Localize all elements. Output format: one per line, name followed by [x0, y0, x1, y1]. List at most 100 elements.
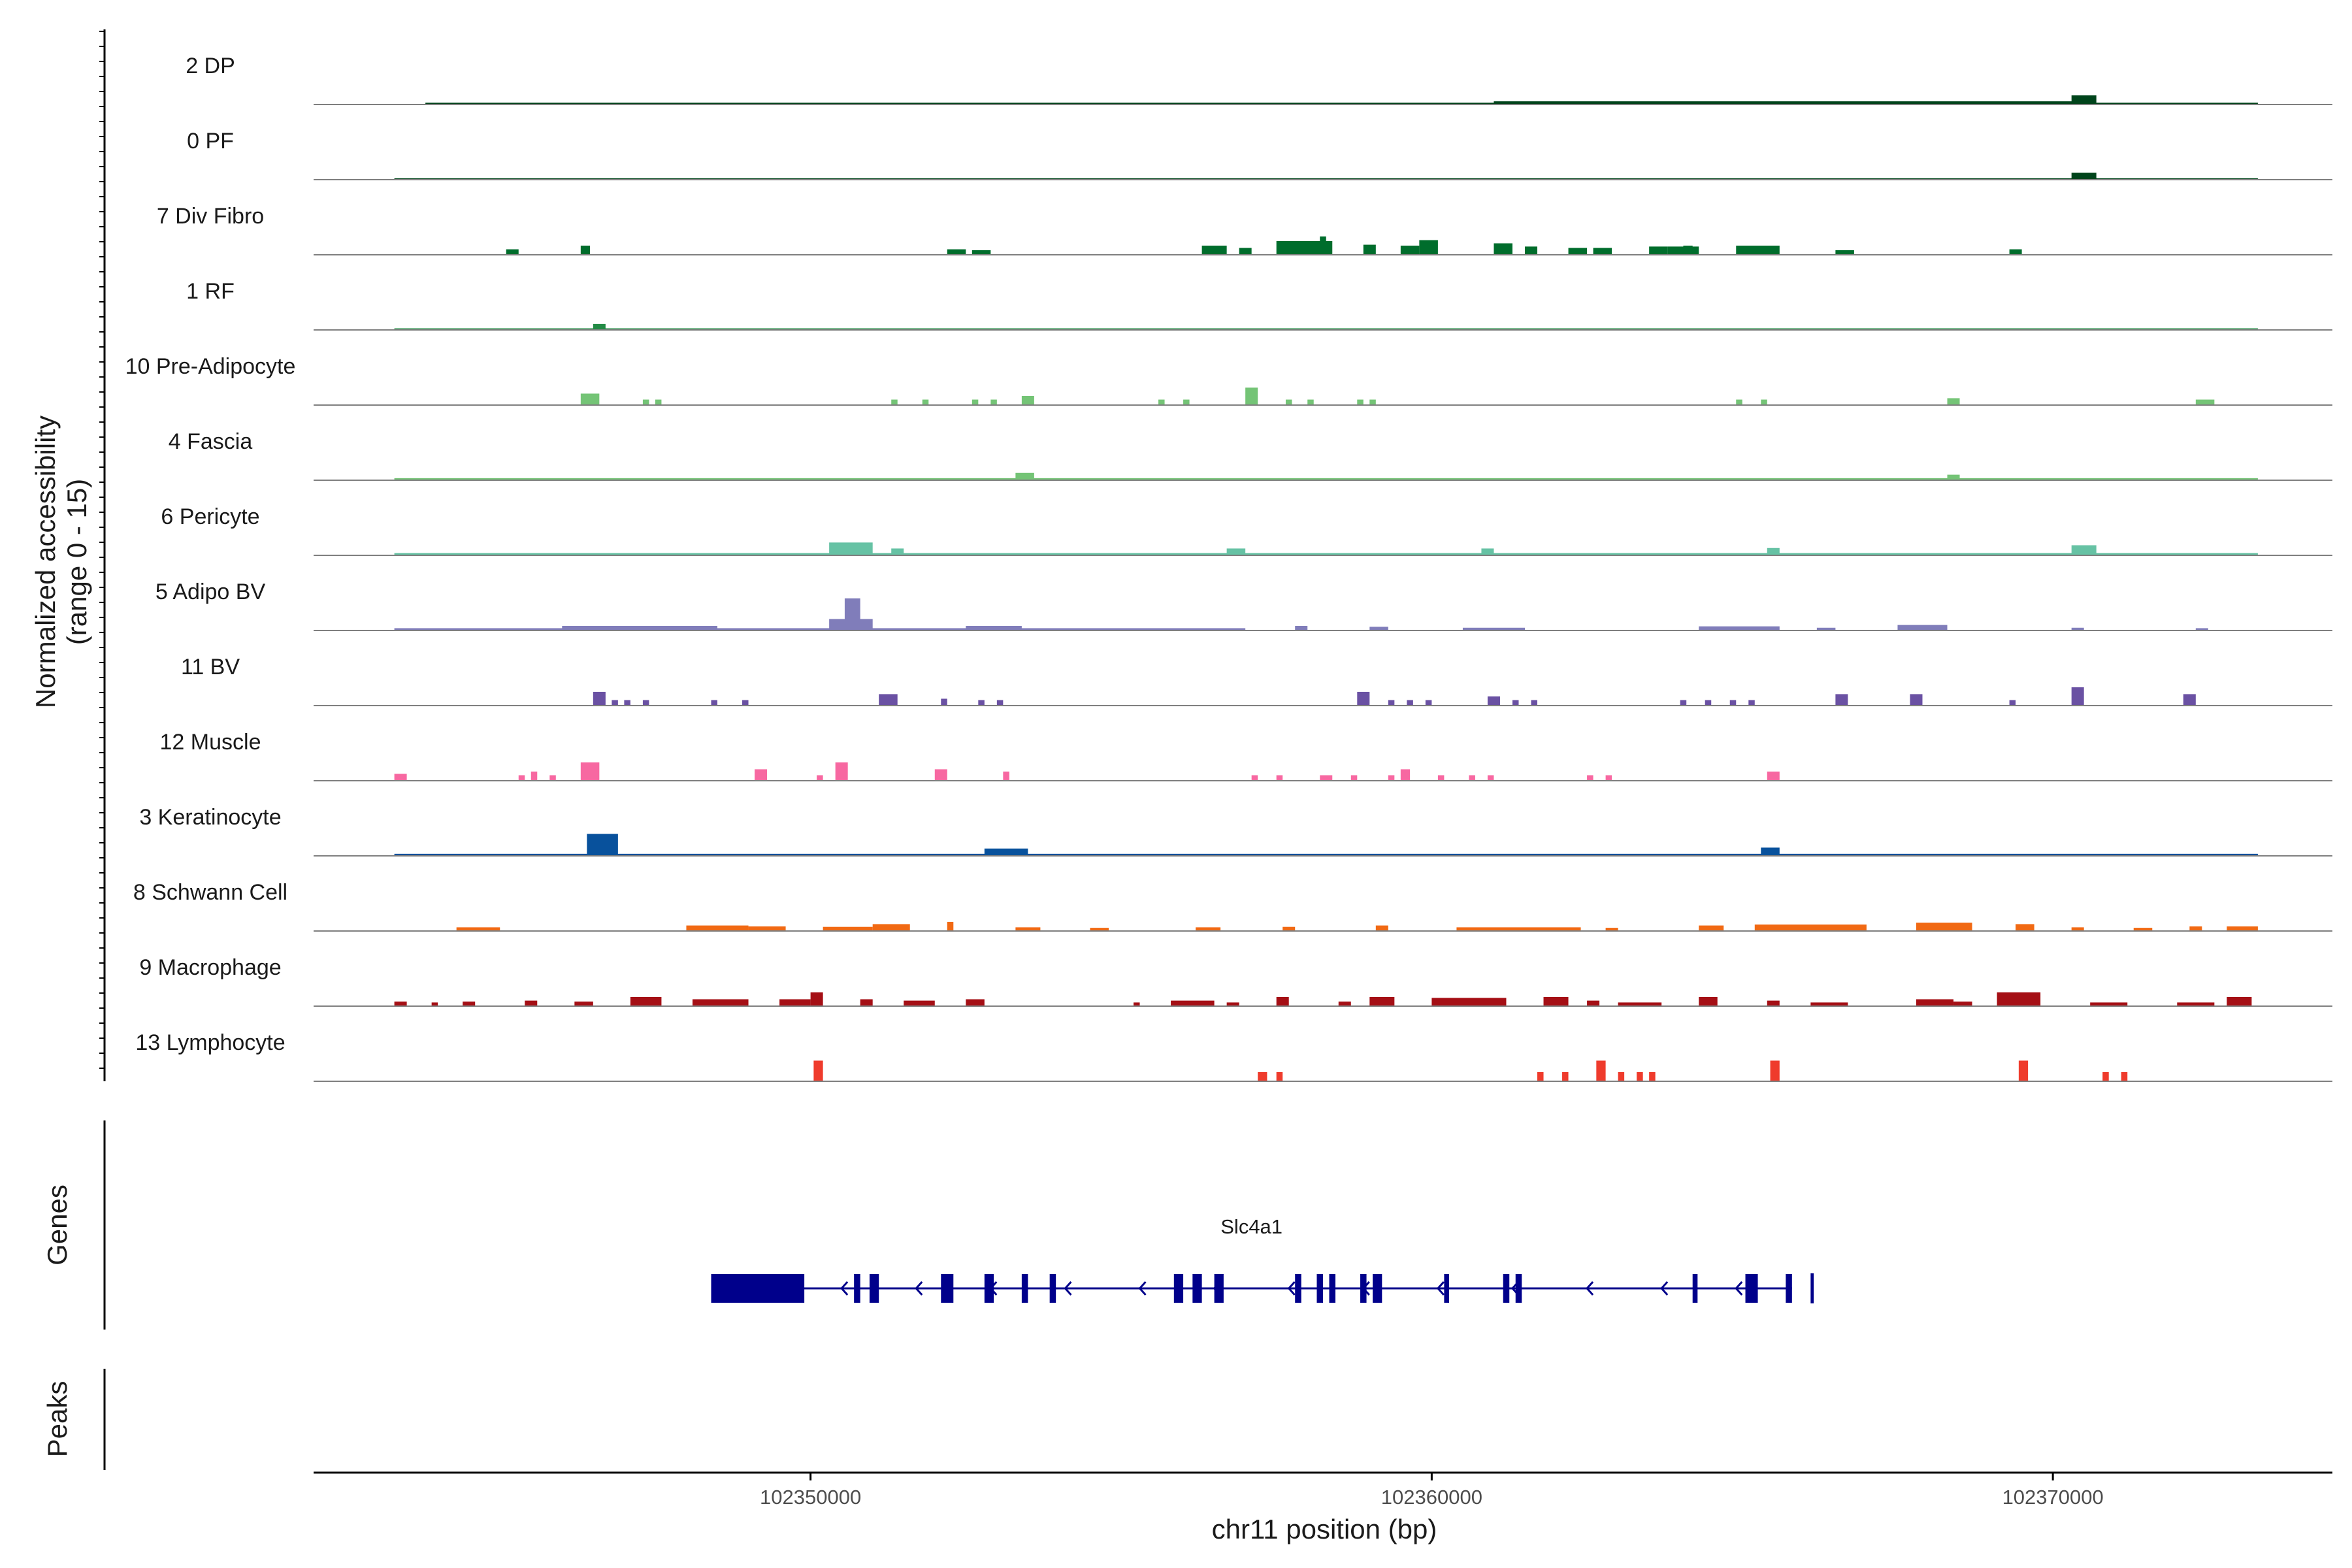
coverage-bar	[1649, 1071, 1656, 1081]
coverage-bar	[562, 625, 717, 630]
coverage-bar	[1320, 775, 1333, 781]
x-tick-label: 102370000	[2002, 1486, 2104, 1509]
coverage-bar	[984, 848, 1028, 856]
coverage-bar	[2071, 687, 2084, 706]
genes-panel-label: Genes	[42, 1184, 73, 1266]
strand-arrow	[1586, 1281, 1594, 1296]
coverage-bar	[1754, 924, 1867, 931]
x-tick-label: 102360000	[1381, 1486, 1482, 1509]
coverage-bar	[593, 691, 606, 706]
coverage-bar	[1425, 700, 1432, 706]
coverage-bar	[1910, 694, 1923, 706]
coverage-bar	[1947, 398, 1960, 405]
coverage-bar	[1015, 927, 1041, 931]
coverage-bar	[1226, 1002, 1239, 1006]
coverage-bar	[2071, 172, 2097, 180]
coverage-bar	[1276, 1071, 1283, 1081]
gene-exon	[1329, 1274, 1336, 1303]
coverage-bar	[2090, 1002, 2128, 1006]
coverage-bar	[1736, 245, 1780, 255]
track-6: 4 Fascia	[169, 429, 2332, 481]
x-axis-title: chr11 position (bp)	[1212, 1514, 1437, 1544]
coverage-bar	[1469, 775, 1475, 781]
coverage-bar	[978, 700, 985, 706]
coverage-bar	[1437, 775, 1445, 781]
coverage-bar	[829, 542, 873, 555]
coverage-bar	[2016, 924, 2034, 931]
coverage-bar	[755, 769, 768, 781]
coverage-bar	[1158, 399, 1165, 405]
coverage-bar	[1618, 1071, 1625, 1081]
coverage-bar	[394, 1001, 407, 1006]
coverage-bar	[593, 323, 606, 330]
track-label: 12 Muscle	[160, 730, 261, 755]
coverage-bar	[947, 249, 966, 255]
coverage-bar	[1835, 694, 1848, 706]
coverage-bar	[1400, 769, 1411, 781]
coverage-bar	[2071, 95, 2097, 105]
track-8: 5 Adipo BV	[155, 580, 2332, 631]
coverage-bar	[1683, 245, 1693, 255]
coverage-bar	[394, 478, 2258, 480]
coverage-bar	[1761, 399, 1767, 405]
coverage-bar	[1767, 771, 1780, 781]
coverage-bar	[1363, 244, 1376, 255]
track-11: 3 Keratinocyte	[139, 805, 2332, 857]
coverage-bar	[860, 999, 873, 1006]
coverage-bar	[1251, 775, 1258, 781]
coverage-bar	[2227, 996, 2252, 1006]
coverage-bar	[1481, 548, 1494, 555]
coverage-bar	[817, 775, 823, 781]
x-tick-label: 102350000	[760, 1486, 861, 1509]
gene-exon	[869, 1274, 879, 1303]
track-4: 1 RF	[186, 279, 2332, 331]
strand-arrow	[1064, 1281, 1072, 1296]
coverage-bar	[835, 762, 848, 781]
coverage-bar	[1338, 1001, 1351, 1006]
gene-track: Slc4a1	[711, 1215, 1814, 1303]
coverage-tracks: 2 DP 0 PF 7 Div Fibro 1 RF 10 Pre-Adipocyte 4…	[125, 54, 2332, 1082]
track-label: 7 Div Fibro	[157, 204, 264, 229]
coverage-bar	[394, 774, 407, 781]
coverage-bar	[574, 1001, 593, 1006]
track-label: 6 Pericyte	[161, 504, 259, 529]
coverage-bar	[1245, 387, 1258, 405]
coverage-bar	[844, 598, 860, 630]
coverage-bar	[394, 328, 2258, 330]
coverage-bar	[1897, 625, 1948, 630]
coverage-bar	[1816, 627, 1836, 630]
coverage-bar	[1357, 691, 1370, 706]
strand-arrow	[1660, 1281, 1669, 1296]
gene-exon	[1021, 1274, 1028, 1303]
track-label: 5 Adipo BV	[155, 580, 266, 604]
coverage-bar	[624, 700, 630, 706]
coverage-bar	[549, 775, 556, 781]
track-label: 2 DP	[186, 54, 235, 78]
coverage-bar	[612, 700, 618, 706]
coverage-bar	[2121, 1071, 2128, 1081]
coverage-bar	[1699, 626, 1780, 630]
coverage-bar	[506, 249, 519, 255]
coverage-bar	[1562, 1071, 1569, 1081]
strand-arrow	[915, 1281, 923, 1296]
coverage-bar	[879, 694, 898, 706]
coverage-bar	[891, 399, 898, 405]
coverage-bar	[394, 553, 2258, 555]
coverage-bar	[1285, 399, 1292, 405]
coverage-bar	[1748, 700, 1755, 706]
coverage-bar	[1134, 1002, 1140, 1006]
gene-exon	[1214, 1274, 1224, 1303]
gene-exon	[854, 1274, 860, 1303]
coverage-bar	[779, 999, 811, 1006]
coverage-bar	[1015, 472, 1034, 480]
gene-exon	[1692, 1274, 1698, 1303]
coverage-bar	[686, 925, 749, 931]
coverage-bar	[1835, 250, 1854, 255]
track-label: 3 Keratinocyte	[139, 805, 281, 830]
coverage-bar	[1369, 996, 1395, 1006]
coverage-bar	[642, 399, 649, 405]
track-3: 7 Div Fibro	[157, 204, 2332, 255]
coverage-bar	[1487, 696, 1500, 706]
coverage-bar	[972, 399, 979, 405]
coverage-bar	[1431, 998, 1507, 1006]
